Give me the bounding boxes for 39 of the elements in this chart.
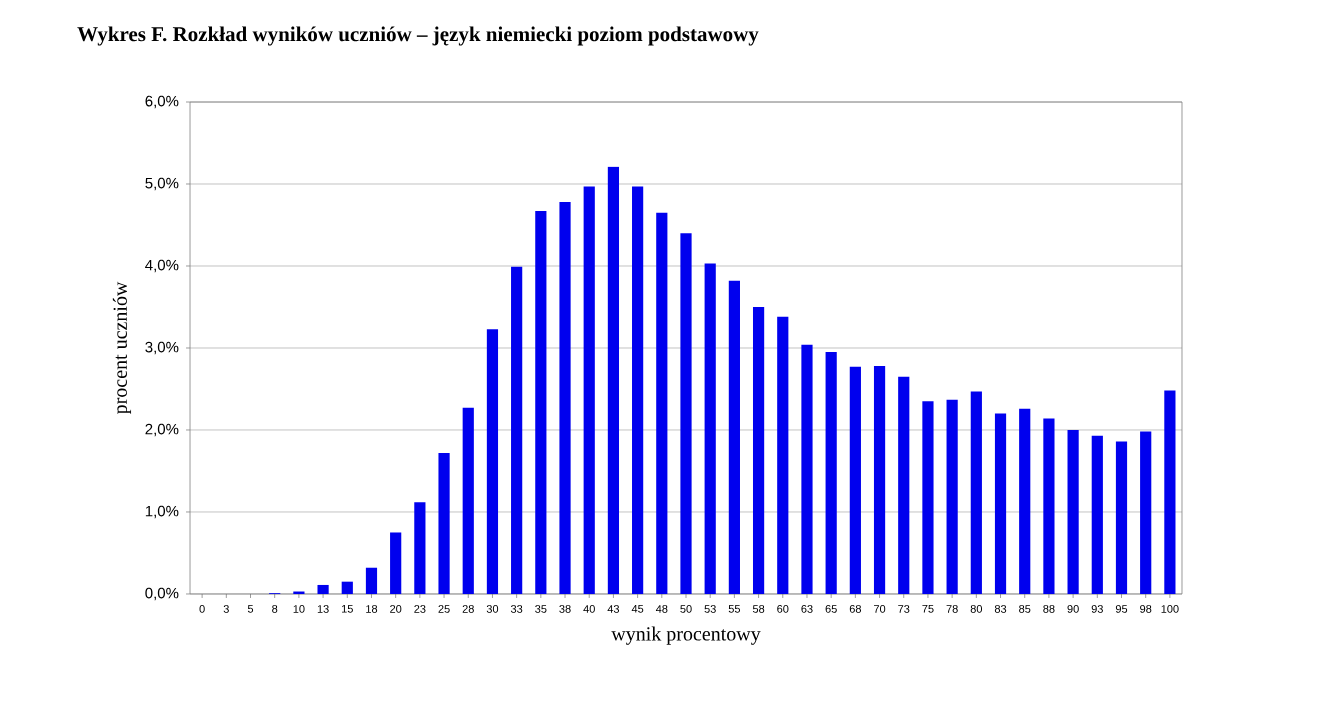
bar [535,211,547,594]
bar [511,266,523,594]
bar [825,352,837,594]
bar [680,233,692,594]
bar [922,401,934,594]
bar [1067,429,1079,594]
bar [1115,441,1128,594]
bar [728,280,740,594]
bar [583,186,595,594]
bar [946,399,958,594]
bar [1043,418,1055,594]
chart-title: Wykres F. Rozkład wyników uczniów – język niemiecki poziom podstawowy [77,26,759,46]
bar [1091,435,1103,594]
bar [873,366,886,594]
bar [341,581,353,594]
bar [414,502,426,594]
bar [559,202,571,594]
bar [801,344,813,594]
bar [777,316,789,594]
bar [970,391,982,594]
bar [656,212,668,594]
bar [365,567,378,594]
bar [462,407,474,594]
bar [607,166,620,594]
x-axis-title: wynik procentowy [611,626,761,645]
bar [317,584,329,594]
bar [632,186,644,594]
bar [704,263,716,594]
bar [898,376,910,594]
bar [486,329,499,594]
y-axis-title: procent uczniów [112,281,132,415]
bar [994,413,1007,594]
bar [1019,408,1031,594]
bar [752,306,765,594]
bar [1140,431,1152,594]
bar [438,452,450,594]
bar [390,532,402,594]
bar [849,366,861,594]
bar [1164,390,1176,594]
